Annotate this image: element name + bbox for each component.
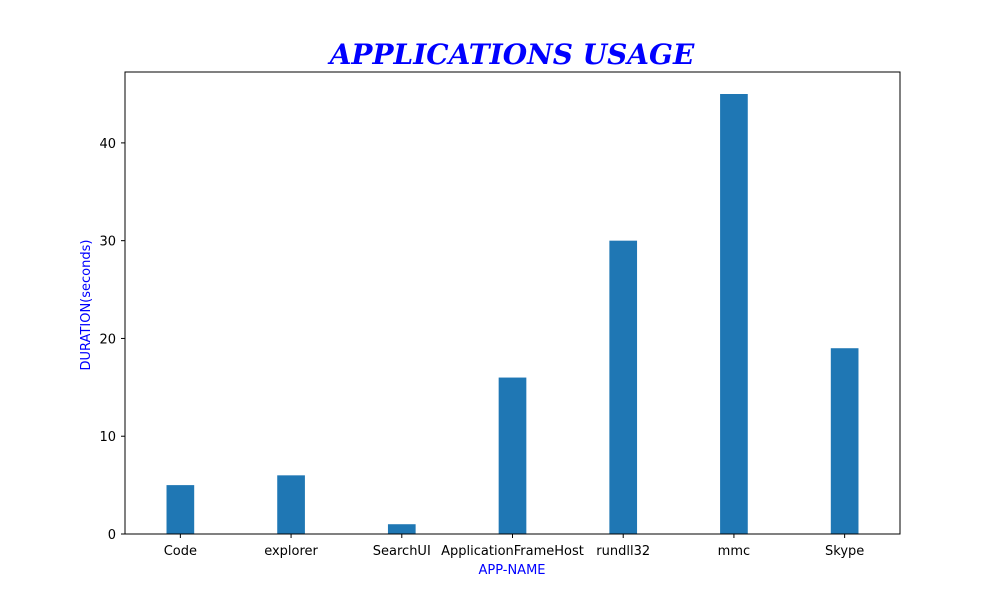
chart-title: APPLICATIONS USAGE bbox=[327, 38, 695, 71]
x-axis-label: APP-NAME bbox=[478, 563, 545, 578]
bars-group bbox=[166, 94, 859, 534]
x-tick-label: SearchUI bbox=[373, 544, 431, 559]
x-tick-label: Skype bbox=[825, 544, 864, 559]
x-axis-ticks: Code explorer SearchUI ApplicationFrameHost… bbox=[164, 534, 864, 559]
bar-explorer bbox=[277, 475, 305, 534]
bar-code bbox=[166, 485, 195, 534]
plot-frame bbox=[124, 71, 901, 535]
x-tick-label: Code bbox=[164, 544, 197, 559]
y-axis-ticks: 0 10 20 30 40 bbox=[99, 137, 125, 543]
y-tick-label: 30 bbox=[99, 235, 116, 250]
y-tick-label: 10 bbox=[99, 430, 116, 445]
y-tick-label: 20 bbox=[99, 332, 116, 347]
x-tick-label: mmc bbox=[718, 544, 750, 559]
x-tick-label: explorer bbox=[264, 544, 318, 559]
y-axis-label: DURATION(seconds) bbox=[79, 240, 94, 371]
bar-skype bbox=[830, 348, 859, 534]
bar-applicationframehost bbox=[498, 377, 527, 534]
y-tick-label: 40 bbox=[99, 137, 116, 152]
bar-rundll32 bbox=[609, 240, 638, 534]
x-tick-label: rundll32 bbox=[596, 544, 650, 559]
x-tick-label: ApplicationFrameHost bbox=[441, 544, 584, 559]
bar-searchui bbox=[387, 524, 416, 534]
bar-mmc bbox=[720, 94, 748, 534]
y-tick-label: 0 bbox=[108, 528, 116, 543]
